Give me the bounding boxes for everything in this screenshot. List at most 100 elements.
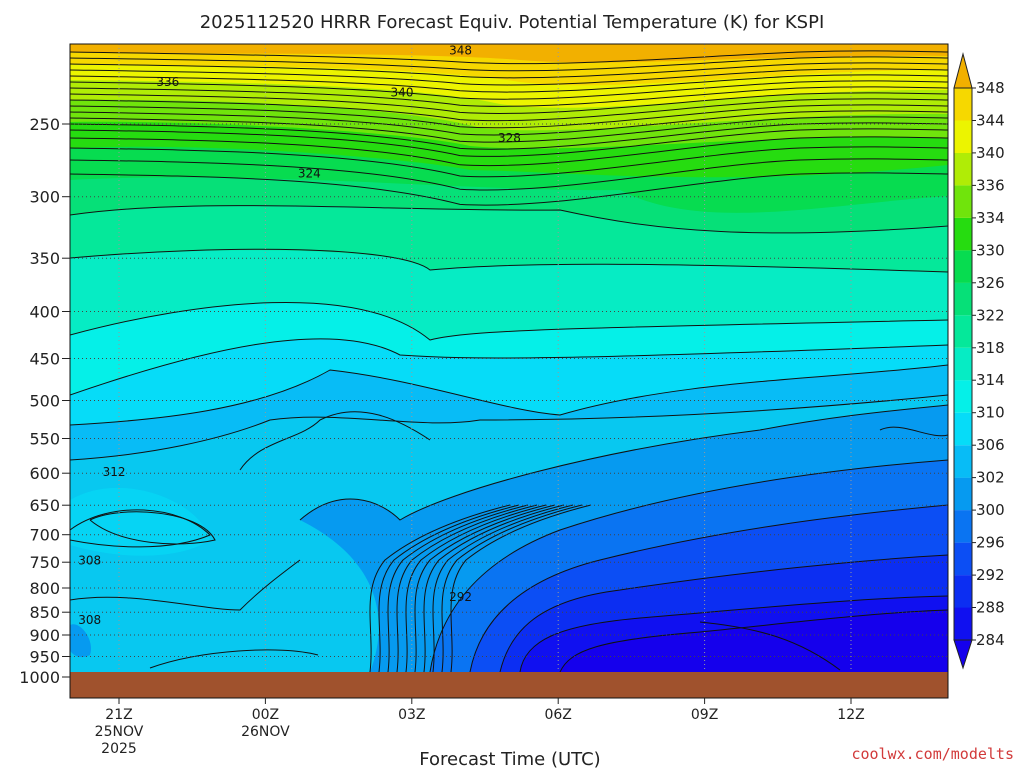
contour-line [149,649,319,669]
theta-e-bands [70,44,948,672]
contour-line [70,128,948,157]
colorbar-label: 296 [976,534,1005,552]
chart-title: 2025112520 HRRR Forecast Equiv. Potentia… [200,12,825,33]
x-axis-label: Forecast Time (UTC) [419,749,600,768]
contour-line [879,426,948,437]
colorbar-extend-top [953,52,973,89]
colorbar-swatch [954,347,972,381]
y-tick-label: 1000 [19,668,60,687]
contour-line [70,110,948,136]
contour-line [70,248,948,273]
colorbar-swatch [954,88,972,121]
contour-line [239,411,431,471]
contour-label: 312 [103,465,126,479]
contour-line [378,504,520,672]
contour-line [70,205,948,234]
contour-label: 336 [156,75,179,89]
y-tick-label: 550 [29,430,60,449]
contour-line [369,504,511,672]
colorbar-label: 330 [976,241,1005,259]
colorbar-label: 322 [976,306,1005,324]
colorbar-label: 318 [976,339,1005,357]
contour-line [70,74,948,93]
colorbar-frame [953,87,973,641]
contour-line [432,504,574,672]
colorbar-swatch [954,575,972,608]
y-tick-label: 400 [29,303,60,322]
colorbar-label: 340 [976,144,1005,162]
x-tick-label: 12Z [837,707,864,723]
colorbar-label: 306 [976,436,1005,454]
colorbar-swatch [954,477,972,511]
contour-label: 348 [449,44,472,58]
x-tick-label: 06Z [544,707,571,723]
colorbar-label: 344 [976,112,1005,130]
colorbar-label: 336 [976,176,1005,194]
colorbar: 284 288 292 296 300 302 306 310 314 318 322 326 330 3… [953,52,1005,670]
x-tick-label: 21Z [105,707,132,723]
contour-label: 328 [498,131,521,145]
colorbar-label: 292 [976,566,1005,584]
contour-line [70,98,948,122]
contour-line [70,56,948,72]
x-tick-year: 2025 [101,741,137,757]
y-tick-label: 650 [29,496,60,515]
contour-line [70,364,948,426]
contour-line [70,86,948,107]
contour-line [70,158,948,191]
colorbar-swatch [954,315,972,348]
y-tick-label: 950 [29,648,60,667]
contour-line [70,80,948,100]
contour-label: 308 [78,613,101,627]
contour-line [70,62,948,79]
y-axis: 250 300 350 400 450 500 550 600 650 700 750 800 850 9… [19,115,70,687]
colorbar-swatch [954,282,972,316]
colorbar-label: 334 [976,209,1005,227]
contour-line [441,504,583,672]
y-tick-label: 450 [29,350,60,369]
y-tick-label: 850 [29,603,60,622]
colorbar-label: 326 [976,274,1005,292]
contour-line [405,504,547,672]
colorbar-label: 302 [976,469,1005,487]
colorbar-swatch [954,510,972,543]
contour-line [70,338,948,396]
y-tick-label: 500 [29,392,60,411]
colorbar-swatch [954,607,972,640]
contour-line [70,301,948,341]
x-tick-date: 26NOV [241,724,290,740]
y-tick-label: 600 [29,464,60,483]
y-tick-label: 750 [29,553,60,572]
contour-label: 292 [449,590,472,604]
plot-area: 348 336 340 328 324 312 308 308 292 [69,43,949,699]
colorbar-label: 310 [976,404,1005,422]
credit-text: coolwx.com/modelts [851,745,1014,763]
contour-label: 308 [78,554,101,568]
colorbar-swatch [954,217,972,251]
plot-frame [69,43,949,699]
contour-line [519,595,948,672]
x-tick-label: 03Z [398,707,425,723]
contour-line [499,554,948,672]
colorbar-swatch [954,250,972,283]
colorbar-extend-bottom [953,639,973,670]
contour-line [70,104,948,129]
y-tick-label: 300 [29,188,60,207]
contour-line [559,609,948,672]
contour-line [70,394,948,461]
contour-line [469,504,948,672]
contour-line [299,404,948,521]
colorbar-swatch [954,412,972,446]
contour-line [70,92,948,114]
contour-line [70,136,948,167]
contour-line [70,172,948,206]
colorbar-label: 284 [976,631,1005,649]
contour-line [70,559,301,611]
colorbar-swatch [954,445,972,478]
y-tick-label: 800 [29,579,60,598]
colorbar-label: 314 [976,371,1005,389]
contour-line [89,511,216,545]
contour-line [450,504,592,672]
colorbar-swatch [954,120,972,153]
